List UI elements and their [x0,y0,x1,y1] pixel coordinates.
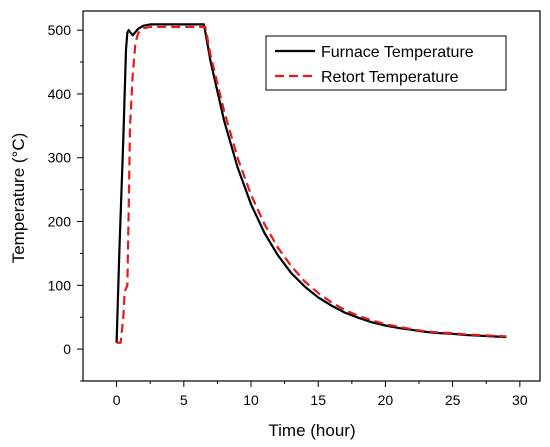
legend-label-furnace: Furnace Temperature [321,44,474,61]
y-tick-label: 300 [48,150,72,166]
x-tick-label: 15 [310,392,326,408]
series-layer [115,23,507,344]
x-axis-ticks: 0 5 10 15 20 25 30 [113,381,528,408]
y-axis-title: Temperature (°C) [9,133,28,264]
legend: Furnace Temperature Retort Temperature [265,35,507,91]
series-line-retort [116,25,507,344]
legend-label-retort: Retort Temperature [321,69,459,86]
x-tick-label: 20 [378,392,394,408]
y-tick-label: 0 [63,341,71,357]
plot-border [82,10,541,382]
legend-frame [265,35,507,91]
x-axis-title: Time (hour) [268,421,355,440]
y-tick-label: 500 [48,22,72,38]
x-tick-label: 30 [512,392,528,408]
x-tick-label: 25 [445,392,461,408]
y-tick-label: 100 [48,277,72,293]
y-tick-label: 400 [48,86,72,102]
x-tick-label: 0 [113,392,121,408]
x-tick-label: 10 [243,392,259,408]
x-tick-label: 5 [180,392,188,408]
plot-area-frame [82,10,541,382]
y-tick-label: 200 [48,214,72,230]
y-axis-ticks: 0 100 200 300 400 500 [48,22,83,382]
